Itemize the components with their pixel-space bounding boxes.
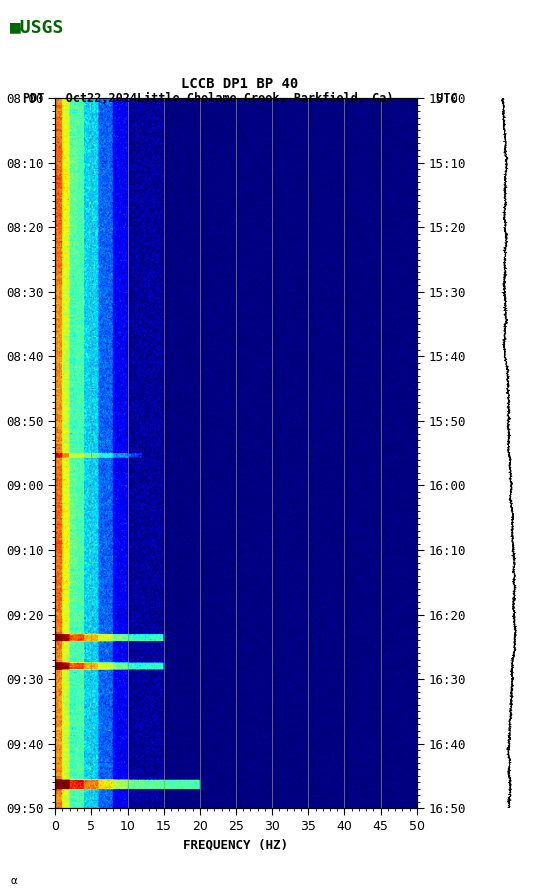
Text: α: α [11,876,18,886]
Text: ■USGS: ■USGS [10,18,65,36]
Text: LCCB DP1 BP 40: LCCB DP1 BP 40 [182,77,299,91]
X-axis label: FREQUENCY (HZ): FREQUENCY (HZ) [183,839,289,852]
Text: PDT   Oct22,2024Little Cholame Creek, Parkfield, Ca)      UTC: PDT Oct22,2024Little Cholame Creek, Park… [23,92,458,104]
